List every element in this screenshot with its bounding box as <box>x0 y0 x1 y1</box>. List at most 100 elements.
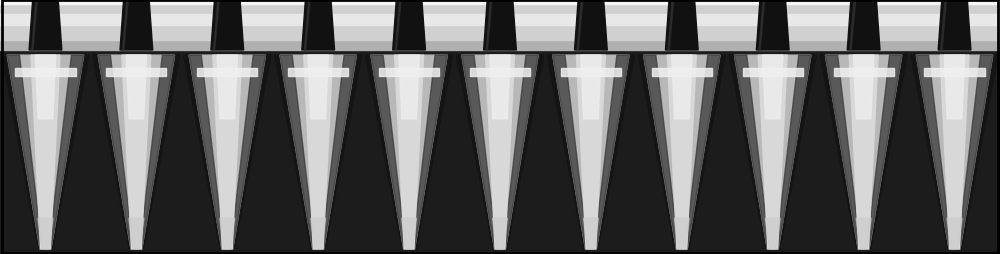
Bar <box>924 69 985 76</box>
Polygon shape <box>321 56 356 249</box>
Polygon shape <box>395 56 424 249</box>
Polygon shape <box>304 0 310 51</box>
Polygon shape <box>365 56 453 249</box>
Bar <box>15 69 76 76</box>
Polygon shape <box>672 56 692 119</box>
Polygon shape <box>31 56 60 249</box>
Polygon shape <box>462 56 497 249</box>
Polygon shape <box>825 56 860 249</box>
Bar <box>288 69 348 76</box>
Polygon shape <box>275 56 362 249</box>
Polygon shape <box>29 0 62 51</box>
Polygon shape <box>735 56 811 249</box>
Polygon shape <box>213 56 242 249</box>
Polygon shape <box>553 56 588 249</box>
Bar <box>0 0 1000 5</box>
Polygon shape <box>947 218 962 249</box>
Polygon shape <box>940 56 969 249</box>
Polygon shape <box>213 0 219 51</box>
Bar <box>834 69 894 76</box>
Bar <box>652 69 712 76</box>
Polygon shape <box>399 56 419 119</box>
Polygon shape <box>371 56 447 249</box>
Polygon shape <box>856 218 871 249</box>
Polygon shape <box>576 56 605 249</box>
Polygon shape <box>484 0 516 51</box>
Bar <box>561 69 621 76</box>
Polygon shape <box>916 56 993 249</box>
Polygon shape <box>503 56 538 249</box>
Polygon shape <box>850 0 856 51</box>
Polygon shape <box>485 56 515 249</box>
Polygon shape <box>129 218 144 249</box>
Polygon shape <box>553 56 629 249</box>
Polygon shape <box>674 218 689 249</box>
Polygon shape <box>217 56 237 119</box>
Polygon shape <box>938 0 971 51</box>
Polygon shape <box>638 56 725 249</box>
Polygon shape <box>126 56 147 119</box>
Polygon shape <box>302 0 335 51</box>
Polygon shape <box>941 0 947 51</box>
Polygon shape <box>668 0 674 51</box>
Polygon shape <box>231 56 265 249</box>
Polygon shape <box>280 56 356 249</box>
Polygon shape <box>304 56 333 249</box>
Polygon shape <box>98 56 133 249</box>
Polygon shape <box>93 56 180 249</box>
Bar <box>470 69 530 76</box>
Polygon shape <box>776 56 811 249</box>
Polygon shape <box>820 56 907 249</box>
Bar <box>379 69 439 76</box>
Polygon shape <box>575 0 607 51</box>
Polygon shape <box>371 56 406 249</box>
Polygon shape <box>944 56 965 119</box>
Polygon shape <box>486 0 492 51</box>
Polygon shape <box>756 0 789 51</box>
Polygon shape <box>211 0 244 51</box>
Polygon shape <box>395 0 401 51</box>
Polygon shape <box>2 56 89 249</box>
Polygon shape <box>493 218 507 249</box>
Bar <box>0 15 1000 25</box>
Bar <box>0 0 1000 51</box>
Polygon shape <box>667 56 696 249</box>
Polygon shape <box>280 56 315 249</box>
Polygon shape <box>765 218 780 249</box>
Polygon shape <box>49 56 84 249</box>
Polygon shape <box>123 0 128 51</box>
Polygon shape <box>189 56 265 249</box>
Polygon shape <box>456 56 544 249</box>
Polygon shape <box>849 56 878 249</box>
Polygon shape <box>758 56 787 249</box>
Polygon shape <box>825 56 902 249</box>
Polygon shape <box>184 56 271 249</box>
Polygon shape <box>7 56 42 249</box>
Polygon shape <box>308 56 328 119</box>
Polygon shape <box>729 56 816 249</box>
Polygon shape <box>644 56 720 249</box>
Polygon shape <box>38 218 53 249</box>
Polygon shape <box>644 56 679 249</box>
Polygon shape <box>594 56 629 249</box>
Polygon shape <box>847 0 880 51</box>
Bar <box>0 0 1000 41</box>
Polygon shape <box>665 0 698 51</box>
Polygon shape <box>916 56 951 249</box>
Polygon shape <box>763 56 783 119</box>
Polygon shape <box>140 56 175 249</box>
Polygon shape <box>958 56 993 249</box>
Polygon shape <box>311 218 326 249</box>
Polygon shape <box>547 56 635 249</box>
Polygon shape <box>462 56 538 249</box>
Polygon shape <box>412 56 447 249</box>
Bar <box>743 69 803 76</box>
Polygon shape <box>122 56 151 249</box>
Polygon shape <box>911 56 998 249</box>
Polygon shape <box>35 56 56 119</box>
Polygon shape <box>7 56 84 249</box>
Polygon shape <box>120 0 153 51</box>
Polygon shape <box>735 56 769 249</box>
Polygon shape <box>98 56 175 249</box>
Polygon shape <box>402 218 417 249</box>
